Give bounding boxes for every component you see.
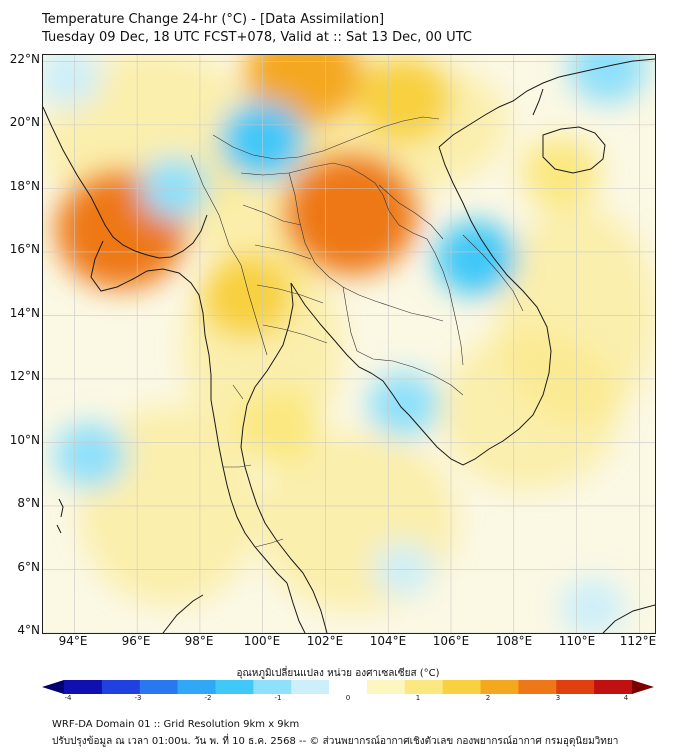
lat-label-18n: 18°N xyxy=(9,179,40,193)
admin-borders xyxy=(190,116,524,548)
lon-label-104e: 104°E xyxy=(369,634,407,648)
lon-label-98e: 98°E xyxy=(184,634,214,648)
colorbar-cell xyxy=(594,680,633,694)
colorbar-cell xyxy=(366,680,406,694)
colorbar-cell xyxy=(215,680,254,694)
lat-label-20n: 20°N xyxy=(9,115,40,129)
coastlines xyxy=(43,58,655,633)
colorbar-cell xyxy=(177,680,216,694)
lon-label-112e: 112°E xyxy=(619,634,657,648)
colorbar-cells xyxy=(64,680,633,694)
lat-label-4n: 4°N xyxy=(17,623,40,637)
warm-anomaly-area xyxy=(521,136,601,209)
cool-anomaly-area xyxy=(43,55,101,107)
colorbar-cell xyxy=(480,680,519,694)
colorbar-cell xyxy=(253,680,292,694)
colorbar-cell xyxy=(556,680,595,694)
colorbar-tick-label: 2 xyxy=(485,694,491,702)
colorbar-cell xyxy=(518,680,557,694)
lon-label-106e: 106°E xyxy=(432,634,470,648)
lon-label-110e: 110°E xyxy=(558,634,596,648)
lat-label-6n: 6°N xyxy=(17,560,40,574)
lon-label-108e: 108°E xyxy=(495,634,533,648)
footer-credit: ปรับปรุงข้อมูล ณ เวลา 01:00น. วัน พ. ที่… xyxy=(52,736,619,747)
lon-label-100e: 100°E xyxy=(243,634,281,648)
map-canvas xyxy=(43,55,655,633)
cool-anomaly-area xyxy=(560,578,625,633)
warm-anomaly-area xyxy=(283,152,418,275)
cool-anomaly-area xyxy=(435,221,518,296)
colorbar-cell xyxy=(404,680,444,694)
colorbar xyxy=(42,680,654,694)
anomaly-field xyxy=(43,55,655,633)
colorbar-cell xyxy=(101,680,141,694)
colorbar-cell xyxy=(442,680,482,694)
colorbar-tick-label: -2 xyxy=(204,694,212,702)
colorbar-tick-label: 4 xyxy=(623,694,629,702)
lon-label-94e: 94°E xyxy=(58,634,88,648)
lat-label-12n: 12°N xyxy=(9,369,40,383)
map-title: Temperature Change 24-hr (°C) - [Data As… xyxy=(42,12,385,27)
cool-anomaly-area xyxy=(54,422,126,488)
map-subtitle: Tuesday 09 Dec, 18 UTC FCST+078, Valid a… xyxy=(42,30,472,45)
colorbar-tick-label: -3 xyxy=(134,694,142,702)
colorbar-tick-label: -4 xyxy=(64,694,72,702)
colorbar-cell xyxy=(329,680,368,694)
colorbar-tick-label: 0 xyxy=(345,694,351,702)
colorbar-cell xyxy=(291,680,330,694)
lat-label-16n: 16°N xyxy=(9,242,40,256)
footer-model-info: WRF-DA Domain 01 :: Grid Resolution 9km … xyxy=(52,719,300,730)
colorbar-cell xyxy=(64,680,103,694)
warm-anomaly-area xyxy=(202,255,292,337)
colorbar-min-extend xyxy=(42,680,64,694)
lat-label-22n: 22°N xyxy=(9,52,40,66)
colorbar-max-extend xyxy=(632,680,654,694)
cool-anomaly-area xyxy=(568,55,648,104)
warm-anomaly-area xyxy=(357,57,451,142)
cool-anomaly-area xyxy=(368,371,440,437)
colorbar-cell xyxy=(139,680,179,694)
lon-label-96e: 96°E xyxy=(121,634,151,648)
colorbar-tick-label: 3 xyxy=(555,694,561,702)
colorbar-tick-label: 1 xyxy=(415,694,421,702)
warm-anomaly-area xyxy=(237,389,320,464)
lat-label-8n: 8°N xyxy=(17,496,40,510)
temperature-change-map xyxy=(42,54,656,634)
colorbar-tick-label: -1 xyxy=(274,694,282,702)
lat-label-14n: 14°N xyxy=(9,306,40,320)
colorbar-title: อุณหภูมิเปลี่ยนแปลง หน่วย องศาเซลเซียส (… xyxy=(236,668,440,679)
graticule xyxy=(43,55,655,633)
lon-label-102e: 102°E xyxy=(306,634,344,648)
lat-label-10n: 10°N xyxy=(9,433,40,447)
